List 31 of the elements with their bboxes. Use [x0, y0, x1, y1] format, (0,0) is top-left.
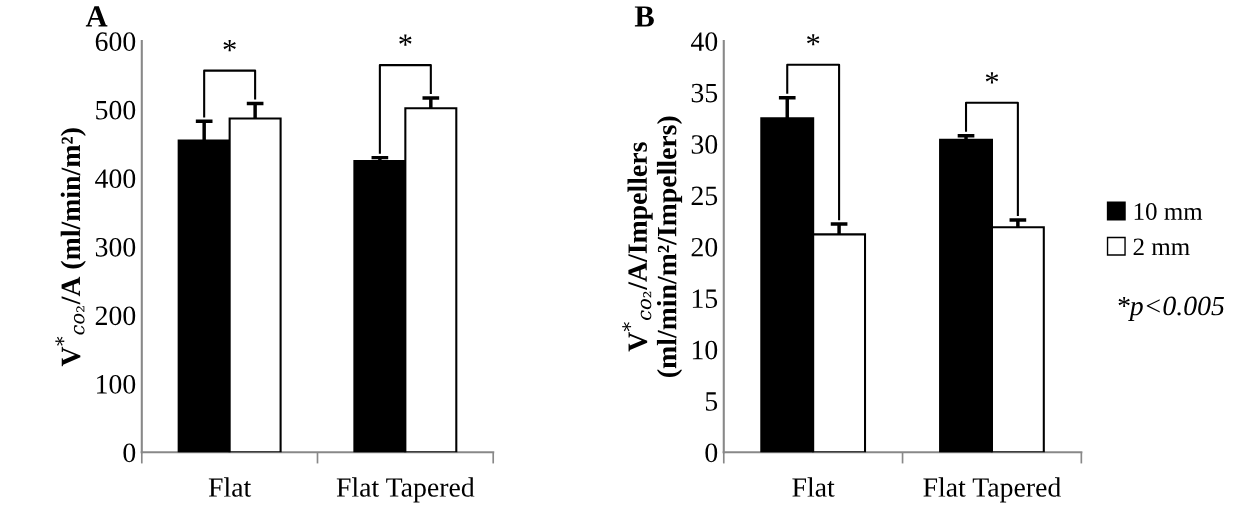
- legend-label: 2 mm: [1133, 238, 1190, 256]
- legend-label: 10 mm: [1134, 203, 1203, 220]
- y-tick-label: 40: [690, 32, 718, 52]
- x-tick-label: Flat Tapered: [336, 477, 475, 503]
- annotation: *: [985, 72, 999, 84]
- y-tick-label: 200: [95, 306, 136, 326]
- annotation: *: [807, 34, 820, 46]
- y-tick-label: 10: [692, 340, 718, 360]
- y-tick-label: 600: [95, 32, 136, 52]
- annotation: *: [223, 39, 236, 52]
- text: *p<0.005: [1118, 296, 1225, 321]
- y-tick-label: 35: [691, 83, 718, 103]
- y-tick-label: 300: [95, 237, 136, 257]
- y-tick-label: 0: [705, 443, 718, 463]
- chart-title: A: [85, 6, 108, 27]
- y-tick-label: 0: [123, 443, 136, 463]
- y-tick-label: 15: [692, 289, 718, 309]
- annotation: *: [399, 34, 412, 46]
- y-tick-label: 20: [691, 237, 718, 257]
- x-tick-label: Flat Tapered: [923, 477, 1061, 503]
- x-tick-label: Flat: [792, 477, 835, 497]
- y-axis-title: V$^{*}$$_{co₂}$/A (ml/min/m²): [55, 128, 86, 367]
- y-tick-label: 400: [95, 169, 136, 189]
- y-axis-title: V$^{*}$$_{co₂}$/A/Impellers (ml/min/m²/Impellers): [622, 116, 683, 377]
- x-tick-label: Flat: [208, 477, 252, 497]
- y-tick-label: 5: [705, 392, 718, 411]
- y-tick-label: 25: [691, 186, 718, 206]
- y-tick-label: 100: [97, 374, 136, 394]
- y-tick-label: 500: [96, 100, 136, 120]
- chart-title: B: [634, 6, 654, 27]
- y-tick-label: 30: [691, 135, 718, 154]
